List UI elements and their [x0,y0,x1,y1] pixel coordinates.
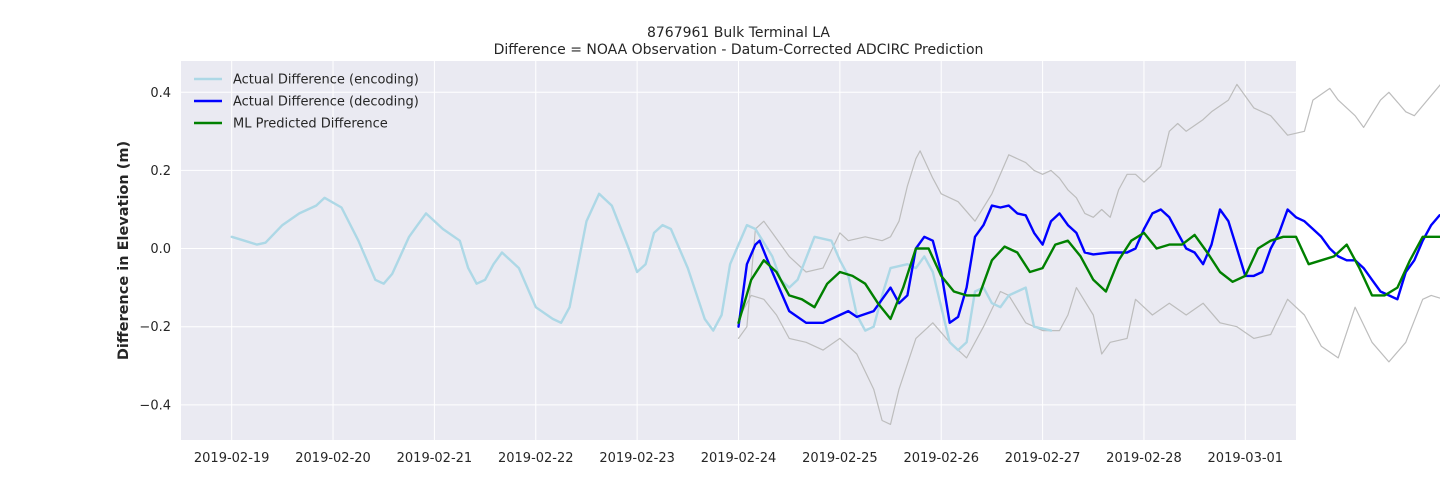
chart-subtitle: Difference = NOAA Observation - Datum-Co… [494,42,984,58]
y-tick-label: −0.2 [139,320,171,335]
x-tick-label: 2019-02-19 [194,451,270,466]
legend-label: Actual Difference (decoding) [233,95,419,110]
x-axis: 2019-02-19 2019-02-20 2019-02-21 2019-02-22… [194,451,1283,466]
x-tick-label: 2019-02-25 [802,451,878,466]
envelope-line [737,83,1440,339]
x-tick-label: 2019-02-20 [295,451,371,466]
series-line-1 [737,204,1440,328]
x-tick-label: 2019-02-22 [498,451,574,466]
y-tick-label: 0.0 [150,242,171,257]
y-tick-label: 0.4 [150,86,171,101]
legend: Actual Difference (encoding) Actual Diffe… [194,73,419,132]
legend-label: Actual Difference (encoding) [233,73,419,88]
x-tick-label: 2019-02-27 [1005,451,1081,466]
x-tick-label: 2019-02-28 [1106,451,1182,466]
x-tick-label: 2019-02-21 [397,451,473,466]
y-axis: −0.4 −0.2 0.0 0.2 0.4 [139,86,171,414]
y-tick-label: −0.4 [139,398,171,413]
series-line-0 [230,192,1053,352]
envelope-line [737,287,1440,425]
legend-label: ML Predicted Difference [233,117,388,132]
y-tick-label: 0.2 [150,164,171,179]
x-tick-label: 2019-02-23 [599,451,675,466]
x-tick-label: 2019-02-24 [701,451,777,466]
x-tick-label: 2019-03-01 [1208,451,1284,466]
chart-title: 8767961 Bulk Terminal LA [647,25,830,41]
y-axis-label: Difference in Elevation (m) [116,141,132,360]
series-line-2 [737,231,1440,324]
x-tick-label: 2019-02-26 [903,451,979,466]
series-lines [230,83,1440,425]
grid-lines [181,61,1296,440]
